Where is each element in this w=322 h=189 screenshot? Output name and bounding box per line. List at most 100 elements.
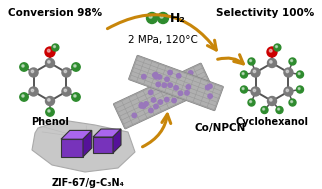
Circle shape	[208, 94, 212, 98]
Circle shape	[154, 104, 158, 109]
Circle shape	[188, 73, 192, 78]
Circle shape	[64, 70, 67, 73]
Circle shape	[64, 89, 67, 92]
Circle shape	[31, 70, 34, 73]
Circle shape	[20, 93, 28, 101]
Circle shape	[263, 108, 265, 110]
Circle shape	[139, 103, 144, 107]
Circle shape	[153, 73, 157, 77]
Circle shape	[291, 60, 293, 62]
Circle shape	[298, 73, 300, 75]
Circle shape	[45, 47, 55, 57]
Circle shape	[196, 78, 201, 83]
Circle shape	[46, 108, 54, 116]
Circle shape	[284, 68, 293, 77]
Circle shape	[251, 68, 260, 77]
Circle shape	[47, 49, 50, 52]
Circle shape	[72, 63, 80, 71]
Circle shape	[74, 95, 76, 97]
Circle shape	[52, 44, 59, 51]
Circle shape	[62, 87, 71, 96]
Circle shape	[144, 102, 148, 106]
Circle shape	[22, 95, 24, 97]
Circle shape	[157, 75, 162, 79]
Circle shape	[132, 113, 137, 118]
Circle shape	[276, 107, 283, 114]
Text: Selectivity 100%: Selectivity 100%	[216, 8, 314, 18]
Circle shape	[141, 104, 146, 108]
Polygon shape	[61, 139, 83, 157]
Circle shape	[165, 97, 169, 102]
Circle shape	[160, 15, 163, 18]
Circle shape	[274, 44, 281, 51]
Text: Phenol: Phenol	[31, 117, 69, 127]
Circle shape	[289, 58, 296, 65]
Circle shape	[205, 85, 210, 90]
Circle shape	[157, 86, 162, 91]
Circle shape	[241, 86, 248, 93]
Circle shape	[48, 110, 50, 112]
Circle shape	[154, 73, 158, 77]
Text: Conversion 98%: Conversion 98%	[8, 8, 102, 18]
FancyBboxPatch shape	[113, 63, 213, 129]
Circle shape	[250, 101, 251, 103]
Circle shape	[242, 88, 244, 90]
Circle shape	[253, 89, 256, 92]
Circle shape	[268, 59, 277, 67]
Circle shape	[269, 49, 272, 52]
Circle shape	[29, 87, 38, 96]
Circle shape	[286, 89, 289, 92]
Circle shape	[176, 74, 181, 78]
Circle shape	[267, 47, 277, 57]
Circle shape	[147, 12, 157, 23]
Text: ZIF-67/g-C₃N₄: ZIF-67/g-C₃N₄	[52, 178, 124, 188]
Circle shape	[157, 12, 168, 23]
Circle shape	[165, 77, 169, 81]
Circle shape	[139, 104, 144, 108]
Polygon shape	[113, 129, 121, 153]
Circle shape	[297, 86, 304, 93]
Circle shape	[276, 46, 278, 48]
Circle shape	[142, 74, 146, 79]
Circle shape	[29, 68, 38, 77]
Polygon shape	[61, 130, 92, 139]
Circle shape	[174, 86, 178, 90]
Text: Co/NPCN: Co/NPCN	[195, 123, 246, 133]
Circle shape	[278, 108, 279, 110]
Text: H₂: H₂	[170, 12, 186, 25]
Polygon shape	[32, 120, 135, 172]
Circle shape	[48, 61, 50, 63]
Circle shape	[188, 71, 193, 75]
Circle shape	[22, 65, 24, 67]
Circle shape	[250, 60, 251, 62]
Circle shape	[241, 71, 248, 78]
Circle shape	[242, 73, 244, 75]
Circle shape	[248, 99, 255, 106]
Circle shape	[48, 99, 50, 101]
Circle shape	[20, 63, 28, 71]
Circle shape	[172, 98, 176, 103]
Circle shape	[154, 75, 158, 79]
Circle shape	[291, 101, 293, 103]
Circle shape	[289, 99, 296, 106]
Text: Cyclohexanol: Cyclohexanol	[235, 117, 308, 127]
Circle shape	[149, 108, 153, 113]
Polygon shape	[83, 130, 92, 157]
Circle shape	[168, 70, 172, 75]
Circle shape	[178, 91, 183, 95]
FancyBboxPatch shape	[128, 55, 223, 111]
Circle shape	[261, 107, 268, 114]
Circle shape	[149, 15, 152, 18]
Circle shape	[284, 87, 293, 96]
Circle shape	[162, 83, 166, 87]
Circle shape	[286, 70, 289, 73]
Circle shape	[74, 65, 76, 67]
Circle shape	[248, 58, 255, 65]
Polygon shape	[93, 137, 113, 153]
Circle shape	[168, 83, 172, 87]
Circle shape	[158, 100, 163, 104]
Circle shape	[53, 46, 55, 48]
Circle shape	[148, 90, 153, 94]
Circle shape	[186, 85, 191, 89]
Circle shape	[270, 99, 272, 101]
